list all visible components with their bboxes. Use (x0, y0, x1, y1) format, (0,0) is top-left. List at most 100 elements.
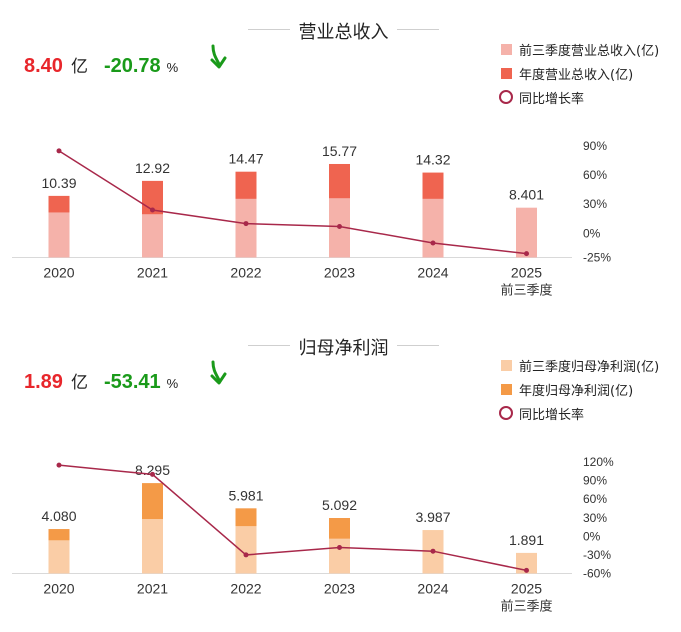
x-tick-label: 2023 (324, 265, 355, 281)
growth-rate-point (337, 544, 342, 550)
quarterly-bar (422, 198, 444, 258)
legend-swatch-quarterly (501, 360, 512, 371)
y-right-tick-label: 90% (583, 139, 607, 153)
x-tick-label: 2021 (137, 581, 168, 597)
legend-item-quarterly[interactable]: 前三季度营业总收入(亿) (497, 40, 677, 64)
growth-rate-point (524, 567, 529, 573)
legend-label-quarterly: 前三季度归母净利润(亿) (519, 360, 660, 375)
y-right-tick-label: -60% (583, 567, 611, 581)
title-divider-right (397, 345, 439, 346)
x-tick-label: 2024 (417, 581, 448, 597)
growth-rate-point (243, 221, 249, 227)
bar-value-label: 5.981 (228, 487, 263, 503)
quarterly-bar (235, 526, 257, 574)
revenue-headline-change: -20.78 (103, 55, 161, 77)
bar-value-label: 3.987 (415, 509, 450, 525)
net-profit-title-bar: 归母净利润 (0, 334, 681, 359)
y-right-tick-label: -30% (583, 548, 611, 562)
net-profit-headline-change-unit: % (166, 376, 179, 391)
growth-rate-point (430, 548, 436, 554)
legend-label-growth: 同比增长率 (519, 408, 585, 423)
x-tick-label: 2022 (230, 265, 261, 281)
bar-value-label: 5.092 (322, 497, 357, 513)
growth-rate-point (337, 223, 342, 229)
growth-rate-point (150, 471, 155, 477)
legend-item-growth[interactable]: 同比增长率 (497, 88, 677, 112)
y-right-tick-label: -25% (583, 251, 611, 265)
revenue-chart-title: 营业总收入 (298, 22, 389, 43)
x-tick-label: 2023 (324, 581, 355, 597)
growth-rate-point (524, 251, 529, 257)
net-profit-headline-value: 1.89 (24, 371, 63, 393)
growth-rate-line (58, 464, 527, 572)
net-profit-chart-title: 归母净利润 (298, 338, 389, 359)
x-tick-sublabel: 前三季度 (500, 599, 552, 614)
legend-label-growth: 同比增长率 (519, 92, 585, 107)
bar-value-label: 14.47 (228, 151, 263, 167)
revenue-headline-unit: 亿 (70, 57, 88, 77)
net-profit-section: 归母净利润 1.89 亿 -53.41% 前三季度归母净利润(亿) 年度归母净利润(… (0, 316, 681, 632)
quarterly-bar (48, 540, 70, 574)
y-right-tick-label: 120% (583, 455, 614, 469)
bar-value-label: 12.92 (135, 160, 170, 176)
legend-swatch-annual (501, 384, 512, 395)
bar-value-label: 14.32 (415, 152, 450, 168)
y-right-tick-label: 90% (583, 474, 607, 488)
bar-value-label: 10.39 (41, 175, 76, 191)
legend-label-annual: 年度营业总收入(亿) (519, 68, 634, 83)
trend-down-arrow-icon (210, 44, 227, 69)
growth-rate-point (430, 240, 436, 246)
y-right-tick-label: 60% (583, 168, 607, 182)
legend-swatch-growth-circle-icon (499, 406, 513, 420)
legend-swatch-annual (501, 68, 512, 79)
revenue-headline: 8.40 亿 -20.78% (24, 44, 227, 78)
legend-swatch-quarterly (501, 44, 512, 55)
net-profit-headline-unit: 亿 (70, 373, 88, 393)
growth-rate-point (243, 552, 249, 558)
net-profit-headline: 1.89 亿 -53.41% (24, 360, 227, 394)
growth-rate-line (58, 150, 527, 255)
quarterly-bar (48, 212, 70, 258)
legend-item-quarterly[interactable]: 前三季度归母净利润(亿) (497, 356, 677, 380)
revenue-section: 营业总收入 8.40 亿 -20.78% 前三季度营业总收入(亿) 年度营业总收入(… (0, 18, 681, 298)
growth-rate-point (56, 462, 62, 468)
x-tick-label: 2025 (511, 581, 542, 597)
net-profit-headline-change: -53.41 (103, 371, 161, 393)
quarterly-bar (142, 519, 163, 574)
trend-down-arrow-icon (210, 360, 227, 385)
quarterly-bar (329, 538, 350, 574)
bar-value-label: 4.080 (41, 508, 76, 524)
x-tick-label: 2020 (43, 265, 74, 281)
y-right-tick-label: 0% (583, 226, 601, 240)
revenue-title-bar: 营业总收入 (0, 18, 681, 43)
legend-item-annual[interactable]: 年度营业总收入(亿) (497, 64, 677, 88)
x-tick-label: 2020 (43, 581, 74, 597)
quarterly-bar (516, 207, 537, 258)
y-right-tick-label: 30% (583, 197, 607, 211)
x-tick-label: 2024 (417, 265, 448, 281)
bar-value-label: 15.77 (322, 143, 357, 159)
legend-label-quarterly: 前三季度营业总收入(亿) (519, 44, 660, 59)
quarterly-bar (142, 214, 163, 258)
quarterly-bar (516, 552, 537, 574)
bar-value-label: 1.891 (509, 532, 544, 548)
legend-swatch-growth-circle-icon (499, 90, 513, 104)
revenue-headline-change-unit: % (166, 60, 179, 75)
title-divider-right (397, 29, 439, 30)
y-right-tick-label: 0% (583, 529, 601, 543)
growth-rate-point (150, 207, 155, 213)
revenue-legend: 前三季度营业总收入(亿) 年度营业总收入(亿) 同比增长率 (497, 40, 677, 112)
x-tick-label: 2021 (137, 265, 168, 281)
legend-item-growth[interactable]: 同比增长率 (497, 404, 677, 428)
bar-value-label: 8.401 (509, 187, 544, 203)
x-tick-label: 2022 (230, 581, 261, 597)
revenue-headline-value: 8.40 (24, 55, 63, 77)
legend-label-annual: 年度归母净利润(亿) (519, 384, 634, 399)
title-divider-left (248, 29, 290, 30)
title-divider-left (248, 345, 290, 346)
net-profit-legend: 前三季度归母净利润(亿) 年度归母净利润(亿) 同比增长率 (497, 356, 677, 428)
legend-item-annual[interactable]: 年度归母净利润(亿) (497, 380, 677, 404)
x-tick-sublabel: 前三季度 (500, 283, 552, 298)
growth-rate-point (56, 148, 62, 154)
revenue-chart: 10.39 2020 12.92 2021 14.47 2022 15.77 2023 14.3… (12, 139, 611, 298)
